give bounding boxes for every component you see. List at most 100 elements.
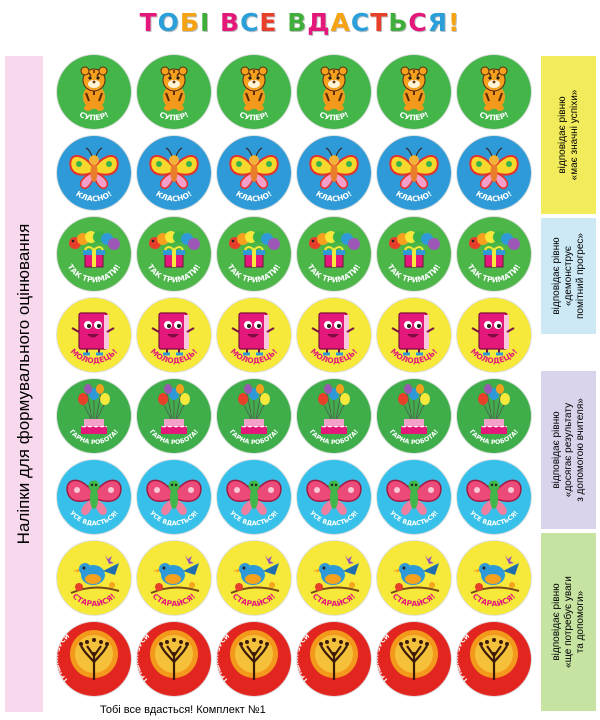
side-note-line: «демонструє	[562, 245, 574, 307]
sticker-bird: СТАРАЙСЯ!	[457, 541, 531, 615]
sticker-label: УСЕ ВДАСТЬСЯ!	[468, 510, 520, 528]
sticker-label: СУПЕР!	[78, 110, 110, 122]
title-letter: С	[408, 8, 428, 37]
sticker-label: СУПЕР!	[398, 110, 430, 122]
sticker-label: УСЕ ВДАСТЬСЯ!	[308, 510, 360, 528]
svg-text:МОЛОДЕЦЬ!: МОЛОДЕЦЬ!	[309, 347, 360, 366]
side-note-line: відповідає рівню	[550, 411, 562, 489]
side-note-line: «має значні успіхи»	[568, 89, 580, 181]
left-caption: Наліпки для формувального оцінювання	[14, 223, 33, 545]
sticker-butterfly: КЛАСНО!	[137, 136, 211, 210]
sticker-label: МОЛОДЕЦЬ!	[469, 347, 520, 366]
caterpillar-gift-icon: ТАК ТРИМАТИ!	[386, 231, 442, 284]
sticker-caterpillar-gift: ТАК ТРИМАТИ!	[297, 217, 371, 291]
side-note-text: відповідає рівню «має значні успіхи»	[557, 90, 581, 181]
sticker-tree: ЩЕ ТРІШКИ ЗУСИЛЬ!	[137, 622, 211, 696]
butterfly-icon: КЛАСНО!	[469, 147, 519, 203]
balloons-cake-icon: ГАРНА РОБОТА!	[468, 384, 520, 446]
svg-text:МОЛОДЕЦЬ!: МОЛОДЕЦЬ!	[69, 347, 120, 366]
svg-text:МОЛОДЕЦЬ!: МОЛОДЕЦЬ!	[389, 347, 440, 366]
sticker-book: МОЛОДЕЦЬ!	[377, 298, 451, 372]
title-letter: Ь	[388, 8, 409, 37]
title-letter: Я	[427, 8, 449, 37]
svg-text:СТАРАЙСЯ!: СТАРАЙСЯ!	[71, 592, 118, 609]
book-icon: МОЛОДЕЦЬ!	[469, 312, 520, 366]
sticker-balloons-cake: ГАРНА РОБОТА!	[457, 379, 531, 453]
footer-caption: Тобі все вдасться! Комплект №1	[100, 704, 266, 716]
tree-icon: ЩЕ ТРІШКИ ЗУСИЛЬ!	[377, 622, 438, 685]
caterpillar-gift-icon: ТАК ТРИМАТИ!	[306, 231, 362, 284]
tiger-icon: СУПЕР!	[398, 66, 430, 122]
sticker-label: МОЛОДЕЦЬ!	[69, 347, 120, 366]
sticker-balloons-cake: ГАРНА РОБОТА!	[297, 379, 371, 453]
sticker-tiger: СУПЕР!	[457, 55, 531, 129]
bird-icon: СТАРАЙСЯ!	[70, 555, 120, 609]
sticker-label: УСЕ ВДАСТЬСЯ!	[388, 510, 440, 528]
sticker-butterfly-pink: УСЕ ВДАСТЬСЯ!	[57, 460, 131, 534]
svg-text:СУПЕР!: СУПЕР!	[398, 110, 430, 122]
butterfly-icon: КЛАСНО!	[309, 147, 359, 203]
butterfly-pink-icon: УСЕ ВДАСТЬСЯ!	[306, 479, 362, 528]
caterpillar-gift-icon: ТАК ТРИМАТИ!	[466, 231, 522, 284]
sticker-tree: ЩЕ ТРІШКИ ЗУСИЛЬ!	[377, 622, 451, 696]
page-title: ТОБІ ВСЕ ВДАСТЬСЯ!	[0, 8, 600, 37]
tree-icon: ЩЕ ТРІШКИ ЗУСИЛЬ!	[297, 622, 358, 685]
sticker-bird: СТАРАЙСЯ!	[297, 541, 371, 615]
title-letter: С	[240, 8, 260, 37]
butterfly-pink-icon: УСЕ ВДАСТЬСЯ!	[146, 479, 202, 527]
side-note-line: та допомоги»	[574, 590, 586, 654]
title-letter: В	[220, 8, 241, 37]
tree-icon: ЩЕ ТРІШКИ ЗУСИЛЬ!	[457, 622, 518, 685]
sticker-label: КЛАСНО!	[74, 189, 113, 203]
sticker-label: СУПЕР!	[478, 110, 510, 122]
tree-icon: ЩЕ ТРІШКИ ЗУСИЛЬ!	[217, 622, 278, 685]
balloons-cake-icon: ГАРНА РОБОТА!	[148, 384, 200, 446]
sticker-balloons-cake: ГАРНА РОБОТА!	[57, 379, 131, 453]
balloons-cake-icon: ГАРНА РОБОТА!	[308, 384, 360, 446]
butterfly-icon: КЛАСНО!	[69, 147, 119, 203]
svg-text:ЩЕ ТРІШКИ ЗУСИЛЬ!: ЩЕ ТРІШКИ ЗУСИЛЬ!	[137, 622, 151, 685]
title-letter	[278, 8, 288, 37]
title-letter	[210, 8, 220, 37]
butterfly-icon: КЛАСНО!	[149, 147, 199, 203]
side-note-box: відповідає рівню «ще потребує уваги та доп…	[541, 533, 596, 711]
svg-text:КЛАСНО!: КЛАСНО!	[154, 189, 193, 203]
svg-text:МОЛОДЕЦЬ!: МОЛОДЕЦЬ!	[469, 347, 520, 366]
svg-text:УСЕ ВДАСТЬСЯ!: УСЕ ВДАСТЬСЯ!	[228, 510, 280, 528]
sticker-butterfly: КЛАСНО!	[377, 136, 451, 210]
sticker-tiger: СУПЕР!	[137, 55, 211, 129]
sticker-tree: ЩЕ ТРІШКИ ЗУСИЛЬ!	[57, 622, 131, 696]
sticker-label: СТАРАЙСЯ!	[231, 592, 278, 609]
side-note-text: відповідає рівню «демонструє помітний прог…	[551, 233, 587, 319]
sticker-label: СУПЕР!	[158, 110, 190, 122]
balloons-cake-icon: ГАРНА РОБОТА!	[68, 384, 120, 446]
title-letter: О	[157, 8, 180, 37]
sticker-butterfly-pink: УСЕ ВДАСТЬСЯ!	[377, 460, 451, 534]
svg-text:КЛАСНО!: КЛАСНО!	[234, 189, 273, 203]
side-note-box: відповідає рівню «досягає результату з доп…	[541, 371, 596, 529]
tree-icon: ЩЕ ТРІШКИ ЗУСИЛЬ!	[137, 622, 198, 685]
svg-text:СУПЕР!: СУПЕР!	[238, 110, 270, 122]
sticker-caterpillar-gift: ТАК ТРИМАТИ!	[137, 217, 211, 291]
title-letter: А	[330, 8, 351, 37]
svg-text:ЩЕ ТРІШКИ ЗУСИЛЬ!: ЩЕ ТРІШКИ ЗУСИЛЬ!	[217, 622, 231, 685]
sticker-label: СУПЕР!	[318, 110, 350, 122]
svg-text:СУПЕР!: СУПЕР!	[158, 110, 190, 122]
sticker-label: КЛАСНО!	[154, 189, 193, 203]
sticker-label: КЛАСНО!	[394, 189, 433, 203]
sticker-label: СТАРАЙСЯ!	[471, 592, 518, 609]
svg-text:СТАРАЙСЯ!: СТАРАЙСЯ!	[151, 592, 198, 609]
balloons-cake-icon: ГАРНА РОБОТА!	[228, 384, 280, 446]
side-note-text: відповідає рівню «ще потребує уваги та доп…	[551, 576, 587, 668]
svg-text:УСЕ ВДАСТЬСЯ!: УСЕ ВДАСТЬСЯ!	[468, 510, 520, 528]
side-note-line: «ще потребує уваги	[562, 576, 574, 668]
butterfly-pink-icon: УСЕ ВДАСТЬСЯ!	[466, 479, 522, 528]
caterpillar-gift-icon: ТАК ТРИМАТИ!	[66, 231, 122, 284]
sticker-tiger: СУПЕР!	[57, 55, 131, 129]
sticker-butterfly: КЛАСНО!	[217, 136, 291, 210]
butterfly-icon: КЛАСНО!	[389, 147, 439, 203]
sticker-grid: СУПЕР! СУПЕР! СУПЕР! СУПЕР! СУПЕР! СУПЕР! КЛАС…	[52, 52, 532, 712]
tiger-icon: СУПЕР!	[478, 66, 510, 122]
book-icon: МОЛОДЕЦЬ!	[229, 312, 279, 365]
bird-icon: СТАРАЙСЯ!	[470, 555, 520, 609]
